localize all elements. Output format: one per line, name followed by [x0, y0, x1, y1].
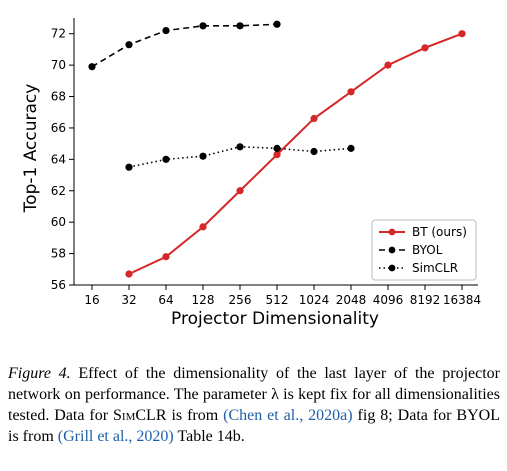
data-point-simclr-1024 — [310, 147, 318, 156]
legend-label-bt-ours: BT (ours) — [412, 225, 467, 239]
data-point-bt-ours-8192 — [421, 44, 429, 52]
x-tick-label-16: 16 — [84, 293, 99, 307]
x-tick-label-64: 64 — [158, 293, 173, 307]
chart-svg: Top-1 Accuracy Projector Dimensionality … — [21, 18, 481, 329]
y-tick-label-58: 58 — [51, 247, 66, 261]
x-axis-label: Projector Dimensionality — [171, 309, 379, 329]
legend-marker-simclr — [388, 264, 396, 272]
y-tick-label-60: 60 — [51, 215, 66, 229]
series-line-bt-ours — [128, 32, 463, 275]
y-tick-label-70: 70 — [51, 58, 66, 72]
legend-marker-bt-ours — [388, 228, 396, 236]
data-point-simclr-2048 — [347, 144, 355, 152]
caption-text-3: fig 8; Data for BYOL is from — [8, 407, 500, 445]
caption-text-1: Effect of the dimensionality of the last… — [8, 365, 500, 424]
data-point-bt-ours-128 — [199, 223, 207, 231]
x-tick-label-16384: 16384 — [443, 293, 481, 307]
x-tick-label-4096: 4096 — [373, 293, 404, 307]
x-tick-label-2048: 2048 — [336, 293, 367, 307]
data-point-bt-ours-256 — [236, 187, 244, 195]
caption-simclr: SimCLR — [113, 407, 167, 424]
caption-text-2: is from — [166, 407, 224, 424]
caption-label: Figure 4. — [8, 365, 71, 382]
y-tick-label-66: 66 — [51, 121, 66, 135]
caption-text-4: Table 14b. — [173, 428, 245, 445]
y-tick-label-72: 72 — [51, 27, 66, 41]
y-axis-label: Top-1 Accuracy — [21, 84, 41, 214]
data-point-byol-16 — [88, 63, 96, 71]
legend-label-simclr: SimCLR — [412, 261, 458, 275]
data-point-byol-64 — [162, 26, 170, 35]
data-point-bt-ours-64 — [162, 253, 170, 261]
figure-caption: Figure 4. Effect of the dimensionality o… — [8, 363, 500, 447]
data-point-bt-ours-32 — [125, 270, 133, 278]
data-point-simclr-512 — [273, 144, 281, 152]
citation-chen-link[interactable]: (Chen et al., 2020a) — [223, 407, 353, 424]
y-tick-label-64: 64 — [51, 152, 66, 166]
x-tick-label-8192: 8192 — [410, 293, 441, 307]
data-point-byol-256 — [236, 22, 244, 30]
data-point-byol-128 — [199, 22, 207, 30]
data-point-simclr-64 — [162, 155, 170, 163]
x-tick-label-256: 256 — [229, 293, 252, 307]
data-point-bt-ours-1024 — [310, 114, 318, 123]
data-point-simclr-128 — [199, 152, 207, 160]
y-tick-label-62: 62 — [51, 184, 66, 198]
data-point-bt-ours-16384 — [458, 30, 466, 38]
data-point-byol-32 — [125, 41, 133, 49]
legend-box — [371, 219, 477, 281]
data-point-simclr-256 — [236, 143, 244, 151]
x-tick-label-32: 32 — [121, 293, 136, 307]
chart-figure: Top-1 Accuracy Projector Dimensionality … — [21, 18, 481, 329]
y-tick-label-68: 68 — [51, 90, 66, 104]
y-tick-label-56: 56 — [51, 278, 66, 292]
data-point-bt-ours-512 — [273, 151, 281, 159]
x-tick-label-128: 128 — [192, 293, 215, 307]
legend-marker-byol — [388, 246, 396, 254]
citation-grill-link[interactable]: (Grill et al., 2020) — [57, 428, 174, 445]
x-tick-label-512: 512 — [266, 293, 289, 307]
legend-label-byol: BYOL — [412, 243, 443, 257]
data-point-byol-512 — [273, 20, 281, 28]
data-point-simclr-32 — [125, 163, 133, 171]
x-tick-label-1024: 1024 — [299, 293, 330, 307]
data-point-bt-ours-2048 — [347, 88, 355, 96]
series-line-byol — [91, 23, 278, 68]
data-point-bt-ours-4096 — [384, 61, 392, 69]
